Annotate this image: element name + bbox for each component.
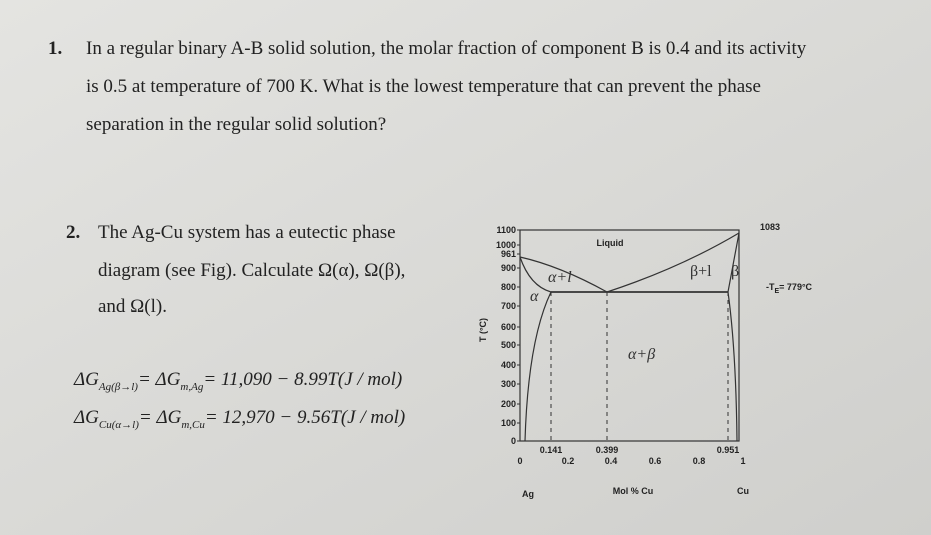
eq-part: = ΔG: [138, 369, 181, 390]
eq-part: = 11,090 − 8.99T(J / mol): [203, 369, 402, 390]
eq-part: ΔG: [73, 369, 99, 390]
eq-part: ΔG: [73, 407, 99, 428]
question-text: is 0.5 at temperature of 700 K. What is …: [86, 76, 761, 97]
x-mark-label: 0.399: [596, 445, 619, 455]
x-tick-label: 0.2: [562, 456, 575, 466]
question-text: diagram (see Fig). Calculate Ω(α), Ω(β),: [98, 260, 405, 281]
solidus: [519, 256, 552, 293]
eq-sub: m,Cu: [181, 419, 205, 431]
y-tick-label: 300: [501, 379, 516, 389]
x-tick-label: 0.6: [649, 456, 662, 466]
element-label: Ag: [522, 489, 534, 499]
phase-diagram: [519, 229, 740, 442]
region-label: α: [530, 288, 539, 305]
x-tick-label: 0.4: [605, 456, 618, 466]
y-tick-label: 600: [501, 322, 516, 332]
region-label: α+l: [548, 269, 572, 286]
y-tick-label: 961: [501, 249, 516, 259]
eutectic-part: T: [769, 282, 775, 292]
element-label: Cu: [737, 486, 749, 496]
region-label: Liquid: [597, 238, 624, 248]
y-tick-label: 700: [501, 301, 516, 311]
question-text: In a regular binary A-B solid solution, …: [86, 38, 807, 59]
y-tick-label: 1000: [496, 240, 516, 250]
x-tick-label: 0: [517, 456, 522, 466]
plot-frame: [519, 229, 740, 442]
y-tick-label: 800: [501, 282, 516, 292]
eq-sub: m,Ag: [180, 381, 203, 393]
question-text: and Ω(l).: [98, 296, 167, 317]
x-mark-label: 0.141: [540, 445, 563, 455]
eq-part: = ΔG: [139, 407, 182, 428]
solvus: [727, 291, 738, 442]
x-tick-label: 1: [740, 456, 745, 466]
y-tick-label: 400: [501, 360, 516, 370]
eq-sub: Cu(α→l): [99, 419, 139, 431]
question-number: 2.: [66, 222, 80, 243]
solvus: [524, 291, 552, 442]
y-tick-label: 900: [501, 263, 516, 273]
liquidus: [519, 232, 740, 293]
eq-sub: Ag(β→l): [98, 381, 138, 393]
region-label: β+l: [690, 263, 712, 280]
eq-part: = 12,970 − 9.56T(J / mol): [205, 407, 405, 428]
y-tick-label: 1100: [496, 225, 516, 235]
question-text: The Ag-Cu system has a eutectic phase: [98, 222, 396, 243]
eutectic-sub: E: [775, 288, 780, 295]
solidus: [727, 232, 740, 293]
question-number: 1.: [48, 38, 62, 59]
y-axis-label: T (°C): [478, 318, 488, 342]
x-mark-label: 0.951: [717, 445, 740, 455]
x-axis-label: Mol % Cu: [613, 486, 654, 496]
region-label: α+β: [628, 346, 655, 363]
question-text: separation in the regular solid solution…: [86, 114, 386, 135]
eutectic-part: = 779°C: [779, 282, 812, 292]
x-tick-label: 0.8: [693, 456, 706, 466]
y-tick-label: 200: [501, 399, 516, 409]
equation: ΔGAg(β→l)= ΔGm,Ag= 11,090 − 8.99T(J / mo…: [73, 369, 402, 393]
melting-point: 1083: [760, 222, 780, 232]
equation: ΔGCu(α→l)= ΔGm,Cu= 12,970 − 9.56T(J / mo…: [73, 407, 405, 431]
y-tick-label: 0: [511, 436, 516, 446]
region-label: β: [731, 263, 739, 280]
y-tick-label: 500: [501, 340, 516, 350]
y-tick-label: 100: [501, 418, 516, 428]
